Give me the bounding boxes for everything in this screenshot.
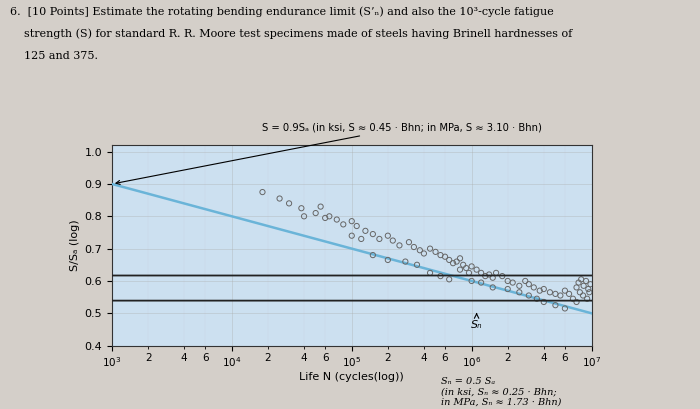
Point [496, 273, 507, 279]
Point [491, 270, 502, 276]
Point [534, 288, 545, 294]
Point [550, 302, 561, 308]
Point [351, 223, 363, 229]
Point [451, 258, 462, 265]
Point [575, 276, 587, 283]
Point [480, 273, 491, 279]
Point [284, 200, 295, 207]
Point [403, 239, 414, 245]
Point [502, 278, 513, 284]
Point [484, 271, 495, 278]
Point [582, 286, 594, 292]
Point [374, 236, 385, 242]
Point [564, 291, 575, 297]
Point [471, 266, 482, 273]
Point [584, 289, 595, 296]
Point [580, 278, 592, 284]
Point [573, 279, 584, 286]
Point [298, 213, 309, 220]
Point [531, 295, 542, 302]
Point [475, 279, 486, 286]
Point [461, 265, 472, 271]
X-axis label: Life N (cycles(log)): Life N (cycles(log)) [300, 372, 404, 382]
Point [447, 260, 458, 266]
Point [412, 261, 423, 268]
Text: strength (S) for standard R. R. Moore test specimens made of steels having Brine: strength (S) for standard R. R. Moore te… [10, 29, 573, 39]
Point [466, 263, 477, 270]
Point [466, 278, 477, 284]
Point [368, 252, 379, 258]
Point [523, 281, 534, 288]
Point [274, 195, 285, 202]
Text: Sₙ: Sₙ [471, 314, 482, 330]
Point [444, 276, 455, 283]
Point [454, 255, 466, 262]
Point [444, 257, 455, 263]
Point [257, 189, 268, 196]
Point [296, 205, 307, 211]
Point [400, 258, 411, 265]
Point [368, 231, 379, 237]
Point [507, 279, 518, 286]
Point [435, 273, 446, 279]
Point [487, 274, 498, 281]
Point [475, 270, 486, 276]
Y-axis label: S/Sₐ (log): S/Sₐ (log) [71, 220, 80, 271]
Point [559, 288, 570, 294]
Point [382, 232, 393, 239]
Point [458, 261, 469, 268]
Point [582, 295, 593, 302]
Point [523, 292, 534, 299]
Point [435, 252, 446, 258]
Point [310, 210, 321, 216]
Point [337, 221, 349, 228]
Text: Sₙ = 0.5 Sₐ
(in ksi, Sₙ ≈ 0.25 · Bhn;
in MPa, Sₙ ≈ 1.73 · Bhn): Sₙ = 0.5 Sₐ (in ksi, Sₙ ≈ 0.25 · Bhn; in… [441, 377, 561, 407]
Point [502, 286, 513, 292]
Point [394, 242, 405, 249]
Point [346, 218, 357, 225]
Point [487, 284, 498, 291]
Point [514, 283, 525, 289]
Point [567, 295, 578, 302]
Point [584, 281, 596, 288]
Point [528, 284, 540, 291]
Text: 125 and 375.: 125 and 375. [10, 51, 99, 61]
Point [356, 236, 367, 242]
Point [320, 215, 331, 221]
Point [440, 254, 451, 260]
Point [424, 270, 435, 276]
Point [315, 203, 326, 210]
Text: Not broken: Not broken [0, 408, 1, 409]
Point [408, 244, 419, 250]
Point [571, 284, 582, 291]
Point [578, 283, 589, 289]
Point [331, 216, 342, 223]
Point [578, 292, 589, 299]
Point [454, 266, 466, 273]
Point [419, 250, 430, 257]
Point [387, 237, 398, 244]
Point [559, 305, 570, 312]
Point [538, 299, 550, 305]
Point [323, 213, 335, 220]
Point [519, 278, 531, 284]
Point [430, 249, 441, 255]
Point [360, 227, 371, 234]
Point [346, 232, 357, 239]
Point [382, 257, 393, 263]
Point [463, 270, 475, 276]
Point [571, 299, 582, 305]
Point [538, 286, 550, 292]
Point [414, 247, 426, 254]
Point [555, 292, 566, 299]
Text: S = 0.9Sₐ (in ksi, S ≈ 0.45 · Bhn; in MPa, S ≈ 3.10 · Bhn): S = 0.9Sₐ (in ksi, S ≈ 0.45 · Bhn; in MP… [116, 123, 542, 184]
Text: 6.  [10 Points] Estimate the rotating bending endurance limit (S’ₙ) and also the: 6. [10 Points] Estimate the rotating ben… [10, 6, 554, 17]
Point [545, 289, 556, 296]
Point [550, 291, 561, 297]
Point [514, 289, 525, 296]
Point [574, 289, 585, 296]
Point [424, 245, 435, 252]
